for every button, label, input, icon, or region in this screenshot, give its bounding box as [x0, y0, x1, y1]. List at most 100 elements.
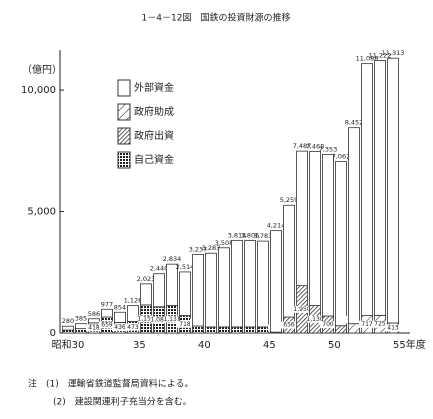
label-bg	[320, 320, 336, 328]
bar-segment	[270, 230, 282, 333]
x-tick-label: 55年度	[393, 338, 426, 351]
value-label: 1,131	[163, 316, 180, 323]
total-label: 2,514	[176, 263, 195, 271]
bar-segment	[88, 318, 100, 324]
bar-segment	[62, 329, 74, 334]
total-label: 11,088	[356, 55, 379, 63]
y-axis-label: （億円）	[22, 63, 62, 76]
total-label: 2,440	[150, 265, 169, 273]
total-label: 3,806	[241, 232, 260, 240]
x-tick-label: 35	[133, 340, 146, 351]
x-tick-label: 昭和30	[52, 339, 85, 351]
chart-title: 1－4－12図 国鉄の投資財源の推移	[142, 12, 291, 24]
bar-segment	[309, 151, 321, 306]
label-bg	[138, 315, 154, 323]
total-label: 7,353	[319, 145, 338, 153]
total-label: 7,487	[293, 142, 312, 150]
legend-swatch	[117, 151, 131, 169]
legend-label: 政府出資	[134, 129, 174, 142]
value-label: 659	[101, 321, 113, 328]
value-label: 717	[361, 321, 373, 328]
y-tick-label: 10,000	[21, 85, 56, 96]
bar-segment	[348, 127, 360, 325]
label-bg	[372, 320, 388, 328]
bar-segment	[153, 273, 165, 308]
total-label: 11,313	[382, 49, 405, 57]
x-tick-label: 40	[198, 340, 211, 351]
bar-segment	[244, 240, 256, 328]
label-bg	[112, 324, 128, 332]
bar-segment	[75, 328, 87, 334]
total-label: 977	[101, 300, 113, 308]
bar-segment	[348, 323, 360, 334]
label-bg	[307, 315, 323, 323]
label-bg	[385, 324, 401, 332]
bar-segment	[140, 283, 152, 306]
value-label: 1,156	[137, 315, 154, 322]
bar-segment	[335, 325, 347, 334]
label-bg	[151, 316, 167, 324]
legend-swatch	[117, 127, 131, 145]
bar-segment	[231, 326, 243, 334]
label-bg	[359, 320, 375, 328]
total-label: 4,214	[267, 222, 286, 230]
label-bg	[99, 321, 115, 329]
value-label: 413	[387, 324, 399, 331]
bar-segment	[335, 161, 347, 327]
total-label: 1,126	[124, 297, 143, 305]
label-bg	[125, 323, 141, 331]
total-label: 8,452	[345, 119, 364, 127]
bar-segment	[192, 325, 204, 334]
total-label: 3,283	[202, 244, 221, 252]
total-label: 586	[88, 310, 100, 318]
total-label: 2,834	[163, 255, 182, 263]
total-label: 2,023	[137, 275, 156, 283]
legend-swatch	[117, 79, 131, 97]
bar-segment	[75, 323, 87, 330]
bar-segment	[257, 240, 269, 328]
total-label: 280	[62, 317, 74, 325]
bar-segment	[296, 150, 308, 287]
bar-segment	[322, 153, 334, 317]
note: (2) 建設関連利子充当分を含む。	[53, 396, 192, 408]
bar-segment	[283, 204, 295, 318]
value-label: 418	[88, 324, 100, 331]
legend-label: 政府助成	[134, 105, 174, 118]
label-bg	[281, 321, 297, 329]
value-label: 1,080	[150, 316, 167, 323]
x-tick-label: 50	[328, 340, 341, 351]
bar-segment	[205, 252, 217, 328]
bar-segment	[218, 326, 230, 334]
total-label: 854	[114, 303, 126, 311]
legend-label: 外部資金	[134, 81, 174, 94]
bar-segment	[114, 311, 126, 323]
total-label: 385	[75, 315, 87, 323]
bar-segment	[218, 247, 230, 328]
y-tick-label: 0	[50, 328, 56, 339]
bar-segment	[166, 263, 178, 306]
total-label: 3,783	[254, 232, 273, 240]
bar-segment	[205, 326, 217, 334]
value-label: 718	[179, 321, 191, 328]
total-label: 3,508	[215, 239, 234, 247]
total-label: 3,814	[228, 231, 247, 239]
legend-swatch	[117, 103, 131, 121]
bar-segment	[192, 253, 204, 327]
value-label: 1,130	[306, 316, 323, 323]
value-label: 1,950	[293, 306, 310, 313]
bar-segment	[361, 63, 373, 316]
total-label: 11,222	[369, 51, 392, 59]
value-label: 700	[322, 321, 334, 328]
bar-segment	[244, 326, 256, 334]
bar-segment	[101, 308, 113, 318]
value-label: 473	[127, 324, 139, 331]
total-label: 5,259	[280, 196, 299, 204]
bar-segment	[231, 239, 243, 328]
bar-segment	[257, 326, 269, 334]
label-bg	[177, 320, 193, 328]
bar-segment	[387, 57, 399, 324]
x-tick-label: 45	[263, 340, 276, 351]
label-bg	[86, 324, 102, 332]
legend-label: 自己資金	[134, 153, 174, 166]
